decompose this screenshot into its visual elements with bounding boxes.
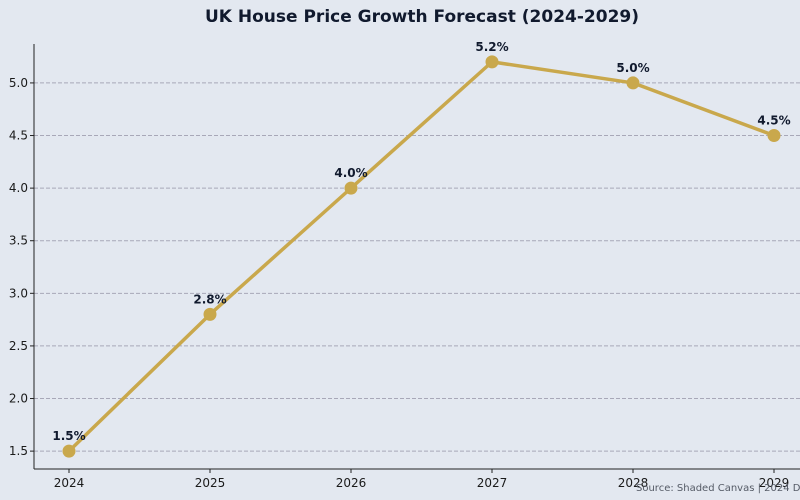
- data-label: 4.5%: [757, 114, 790, 128]
- data-label: 1.5%: [52, 429, 85, 443]
- y-tick-label: 4.5: [9, 129, 28, 143]
- data-labels: 1.5% 2.8% 4.0% 5.2% 5.0% 4.5%: [52, 40, 790, 443]
- series: [62, 55, 781, 458]
- data-point: [626, 76, 640, 90]
- x-tick-label: 2026: [336, 476, 367, 490]
- y-tick-label: 1.5: [9, 444, 28, 458]
- x-tick-label: 2024: [54, 476, 85, 490]
- data-point: [767, 129, 781, 143]
- data-point: [344, 181, 358, 195]
- x-tick-label: 2025: [195, 476, 226, 490]
- y-tick-label: 2.5: [9, 339, 28, 353]
- y-ticks: 1.5 2.0 2.5 3.0 3.5 4.0 4.5 5.0: [9, 76, 34, 458]
- source-note: Source: Shaded Canvas | 2024 Dat: [636, 483, 800, 494]
- data-point: [485, 55, 499, 69]
- x-ticks: 2024 2025 2026 2027 2028 2029: [54, 469, 790, 490]
- grid-lines: [34, 82, 800, 452]
- y-tick-label: 3.0: [9, 286, 28, 300]
- series-line: [67, 60, 776, 453]
- data-label: 4.0%: [334, 166, 367, 180]
- data-label: 5.0%: [616, 61, 649, 75]
- data-point: [62, 444, 76, 458]
- x-tick-label: 2027: [477, 476, 508, 490]
- y-tick-label: 5.0: [9, 76, 28, 90]
- y-tick-label: 3.5: [9, 234, 28, 248]
- x-tick-label: 2028: [618, 476, 649, 490]
- y-tick-label: 2.0: [9, 392, 28, 406]
- x-tick-label: 2029: [759, 476, 790, 490]
- chart-title: UK House Price Growth Forecast (2024-202…: [205, 7, 639, 27]
- y-tick-label: 4.0: [9, 181, 28, 195]
- data-label: 5.2%: [475, 40, 508, 54]
- data-label: 2.8%: [193, 292, 226, 306]
- data-point: [203, 307, 217, 321]
